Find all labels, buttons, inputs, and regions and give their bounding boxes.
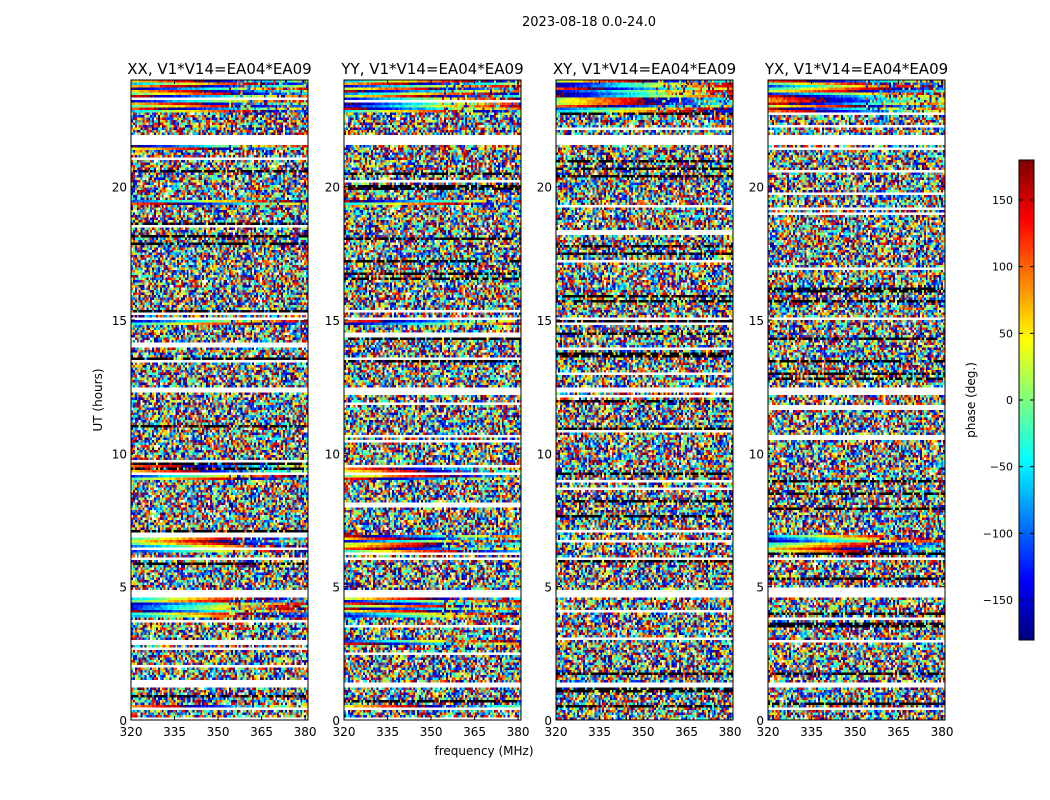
y-tick-label: 10: [749, 447, 764, 461]
heatmap-image: [556, 80, 733, 720]
y-tick-label: 0: [544, 714, 552, 728]
x-tick-label: 365: [675, 725, 698, 739]
x-tick-label: 335: [163, 725, 186, 739]
x-tick-label: 320: [757, 725, 780, 739]
heatmap-panel: XY, V1*V14=EA04*EA09 320 335 350 365 380 0 5 10 1…: [537, 60, 742, 739]
panel-title: YX, V1*V14=EA04*EA09: [764, 60, 948, 78]
colorbar: −150 −100 −50 0 50 100 150 phase (deg.): [964, 159, 1035, 641]
colorbar-tick-label: −150: [983, 594, 1013, 607]
y-tick-label: 0: [756, 714, 764, 728]
x-tick-label: 335: [376, 725, 399, 739]
y-tick-label: 20: [325, 181, 340, 195]
y-tick-label: 5: [544, 581, 552, 595]
heatmap-image: [344, 80, 521, 720]
y-tick-label: 20: [537, 181, 552, 195]
heatmap-panel: YY, V1*V14=EA04*EA09 320 335 350 365 380 0 5 10 1…: [325, 60, 530, 739]
shared-xlabel: frequency (MHz): [434, 744, 533, 758]
panel-title: XY, V1*V14=EA04*EA09: [553, 60, 736, 78]
x-tick-label: 380: [294, 725, 317, 739]
y-tick-label: 15: [112, 314, 127, 328]
figure-suptitle: 2023-08-18 0.0-24.0: [522, 15, 656, 30]
colorbar-ticks: −150 −100 −50 0 50 100 150: [983, 194, 1034, 607]
x-tick-label: 380: [931, 725, 954, 739]
colorbar-tick-label: 150: [992, 194, 1013, 207]
x-tick-label: 335: [800, 725, 823, 739]
x-tick-label: 365: [250, 725, 273, 739]
x-tick-label: 335: [588, 725, 611, 739]
heatmap-panel: YX, V1*V14=EA04*EA09 320 335 350 365 380 0 5 10 1…: [749, 60, 954, 739]
x-tick-label: 350: [844, 725, 867, 739]
y-tick-label: 10: [537, 447, 552, 461]
panel-title: XX, V1*V14=EA04*EA09: [127, 60, 311, 78]
x-tick-label: 320: [333, 725, 356, 739]
heatmap-panel: XX, V1*V14=EA04*EA09 320 335 350 365 380 0 5 10 1…: [91, 60, 317, 739]
panels: XX, V1*V14=EA04*EA09 320 335 350 365 380 0 5 10 1…: [91, 60, 954, 739]
x-tick-label: 365: [463, 725, 486, 739]
x-tick-label: 350: [207, 725, 230, 739]
colorbar-tick-label: −50: [990, 461, 1013, 474]
x-tick-label: 320: [120, 725, 143, 739]
y-tick-label: 10: [325, 447, 340, 461]
y-tick-label: 0: [119, 714, 127, 728]
y-tick-label: 15: [537, 314, 552, 328]
y-tick-label: 0: [332, 714, 340, 728]
heatmap-image: [131, 80, 308, 720]
y-tick-label: 5: [756, 581, 764, 595]
y-tick-label: 5: [332, 581, 340, 595]
colorbar-tick-label: 0: [1006, 394, 1013, 407]
plot-frame: [767, 79, 946, 721]
y-tick-label: 20: [112, 181, 127, 195]
x-tick-label: 380: [507, 725, 530, 739]
colorbar-tick-label: −100: [983, 527, 1013, 540]
colorbar-tick-label: 50: [999, 327, 1013, 340]
plot-frame: [555, 79, 734, 721]
x-tick-label: 365: [887, 725, 910, 739]
x-tick-label: 380: [719, 725, 742, 739]
colorbar-tick-label: 100: [992, 261, 1013, 274]
y-axis-label: UT (hours): [91, 368, 105, 431]
x-tick-label: 350: [420, 725, 443, 739]
colorbar-label: phase (deg.): [964, 362, 978, 438]
x-tick-label: 350: [632, 725, 655, 739]
y-tick-label: 20: [749, 181, 764, 195]
heatmap-image: [768, 80, 945, 720]
y-tick-label: 15: [325, 314, 340, 328]
y-tick-label: 10: [112, 447, 127, 461]
y-tick-label: 5: [119, 581, 127, 595]
y-tick-label: 15: [749, 314, 764, 328]
panel-title: YY, V1*V14=EA04*EA09: [340, 60, 523, 78]
plot-frame: [130, 79, 309, 721]
plot-frame: [343, 79, 522, 721]
x-tick-label: 320: [545, 725, 568, 739]
